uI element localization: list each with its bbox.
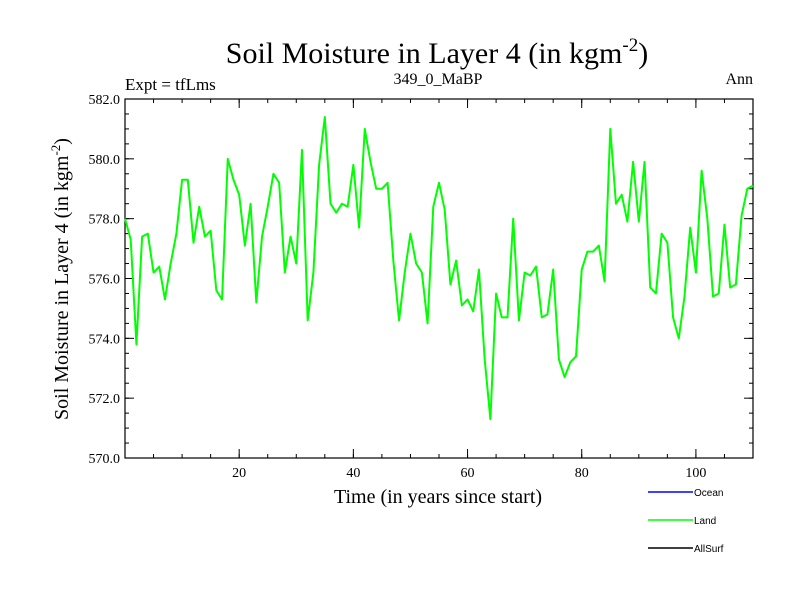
legend-label-allsurf: AllSurf (694, 544, 724, 555)
x-tick-label: 60 (461, 466, 475, 481)
y-axis-label: Soil Moisture in Layer 4 (in kgm-2) (48, 138, 73, 420)
series-lines (124, 115, 754, 421)
x-tick-label: 40 (346, 466, 360, 481)
y-tick-label: 574.0 (89, 332, 121, 347)
x-tick-label: 20 (232, 466, 246, 481)
y-tick-label: 570.0 (89, 452, 121, 467)
subtitle-left: Expt = tfLms (125, 75, 216, 94)
plot-frame (124, 98, 754, 459)
y-tick-label: 576.0 (89, 273, 121, 288)
y-tick-label: 572.0 (89, 392, 121, 407)
legend-label-land: Land (694, 516, 716, 527)
legend: Ocean Land AllSurf (648, 488, 724, 555)
axis-ticks: 570.0 572.0 574.0 576.0 578.0 580.0 582.0 20 40 6… (89, 93, 753, 481)
series-line-land (124, 115, 754, 421)
x-tick-label: 80 (575, 466, 589, 481)
chart-title: Soil Moisture in Layer 4 (in kgm-2) (226, 35, 648, 70)
legend-label-ocean: Ocean (694, 488, 723, 499)
subtitle-center: 349_0_MaBP (394, 71, 483, 88)
subtitle-right: Ann (725, 71, 753, 88)
y-tick-label: 578.0 (89, 213, 121, 228)
x-tick-label: 100 (685, 466, 706, 481)
y-tick-label: 582.0 (89, 93, 121, 108)
y-tick-label: 580.0 (89, 153, 121, 168)
x-axis-label: Time (in years since start) (334, 486, 542, 508)
